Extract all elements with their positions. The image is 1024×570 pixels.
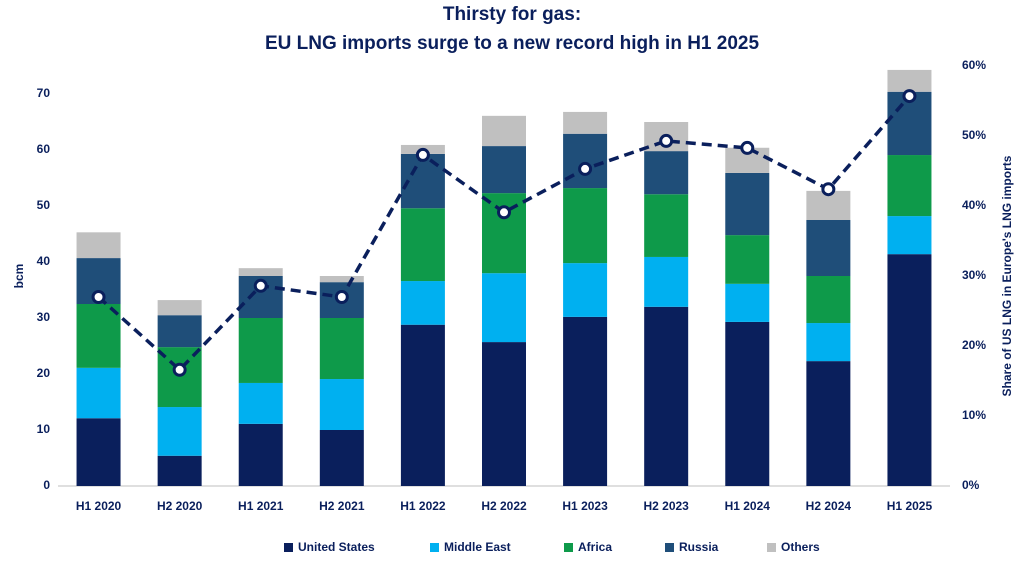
share-marker: [497, 205, 511, 220]
y-tick-label: 60: [37, 142, 51, 156]
bar-segment: [157, 315, 202, 348]
share-marker: [415, 147, 430, 162]
bar-segment: [238, 318, 283, 383]
bar-segment: [806, 276, 851, 324]
x-tick-label: H2 2020: [157, 499, 203, 513]
bar-segment: [887, 254, 932, 486]
bar-segment: [400, 281, 445, 325]
bar-segment: [76, 418, 121, 486]
bar-segment: [725, 172, 770, 236]
bar-segment: [725, 235, 770, 284]
y2-tick-label: 50%: [962, 128, 986, 142]
bar-segment: [157, 455, 202, 486]
legend-label: Others: [781, 540, 820, 554]
x-tick-label: H2 2022: [481, 499, 527, 513]
bar-segment: [563, 111, 608, 134]
bar-segment: [806, 361, 851, 486]
bar-segment: [887, 69, 932, 92]
chart-subtitle: EU LNG imports surge to a new record hig…: [265, 33, 760, 54]
bar-segment: [319, 430, 364, 486]
share-marker: [172, 362, 187, 377]
legend-swatch: [767, 543, 776, 552]
y2-tick-label: 10%: [962, 408, 986, 422]
x-tick-label: H2 2021: [319, 499, 365, 513]
y-tick-label: 50: [37, 198, 51, 212]
bar-segment: [76, 367, 121, 419]
y-tick-label: 10: [37, 422, 51, 436]
bar-segment: [482, 273, 526, 343]
bar-segment: [157, 407, 202, 456]
bar-segment: [482, 193, 526, 274]
share-marker: [91, 290, 106, 304]
y2-tick-label: 0%: [962, 478, 980, 492]
legend-swatch: [430, 543, 439, 552]
bar-segment: [887, 155, 932, 217]
y2-tick-label: 30%: [962, 268, 986, 282]
bar-segment: [644, 306, 689, 486]
x-tick-label: H1 2020: [76, 499, 122, 513]
x-tick-label: H2 2024: [806, 499, 852, 513]
bar-segment: [806, 220, 851, 276]
share-marker: [902, 89, 917, 104]
bar-segment: [400, 208, 445, 282]
bar-segment: [76, 232, 121, 259]
share-marker: [334, 290, 349, 304]
bar-segment: [887, 216, 932, 255]
x-tick-label: H2 2023: [643, 499, 689, 513]
share-marker: [578, 161, 593, 176]
legend-swatch: [665, 543, 674, 552]
legend-swatch: [284, 543, 293, 552]
y-tick-label: 20: [37, 366, 51, 380]
share-marker: [740, 140, 755, 155]
x-tick-label: H1 2022: [400, 499, 446, 513]
bar-segment: [482, 342, 526, 486]
bar-segment: [563, 133, 608, 189]
bar-segment: [238, 382, 283, 424]
bar-segment: [644, 256, 689, 307]
bar-segment: [157, 300, 202, 316]
bar-segment: [725, 283, 770, 322]
chart-title: Thirsty for gas:: [443, 4, 581, 25]
share-marker: [659, 133, 674, 148]
y2-tick-label: 20%: [962, 338, 986, 352]
bar-segment: [563, 316, 608, 486]
y2-tick-label: 60%: [962, 58, 986, 72]
bar-segment: [644, 151, 689, 195]
bar-segment: [400, 324, 445, 486]
x-tick-label: H1 2023: [562, 499, 608, 513]
y-tick-label: 30: [37, 310, 51, 324]
legend-label: United States: [298, 540, 375, 554]
bar-segment: [319, 379, 364, 430]
bar-segment: [319, 276, 364, 283]
y-tick-label: 70: [37, 86, 51, 100]
y2-tick-label: 40%: [962, 198, 986, 212]
legend-label: Middle East: [444, 540, 511, 554]
legend-label: Russia: [679, 540, 719, 554]
y-tick-label: 0: [43, 478, 50, 492]
legend-swatch: [564, 543, 573, 552]
share-marker: [821, 182, 836, 197]
bar-segment: [563, 188, 608, 264]
legend-label: Africa: [578, 540, 612, 554]
bar-segment: [725, 321, 770, 486]
bar-segment: [319, 318, 364, 380]
y2-axis-label: Share of US LNG in Europe's LNG imports: [1000, 155, 1014, 396]
x-tick-label: H1 2025: [887, 499, 933, 513]
x-tick-label: H1 2024: [725, 499, 771, 513]
bar-segment: [76, 304, 121, 368]
bar-segment: [482, 146, 526, 194]
y-axis-label: bcm: [12, 264, 26, 289]
bar-segment: [806, 323, 851, 362]
bar-segment: [482, 115, 526, 147]
bar-segment: [644, 194, 689, 257]
y-tick-label: 40: [37, 254, 51, 268]
bar-segment: [238, 268, 283, 276]
bar-segment: [238, 423, 283, 486]
x-tick-label: H1 2021: [238, 499, 284, 513]
bar-segment: [563, 263, 608, 317]
share-marker: [253, 278, 268, 293]
